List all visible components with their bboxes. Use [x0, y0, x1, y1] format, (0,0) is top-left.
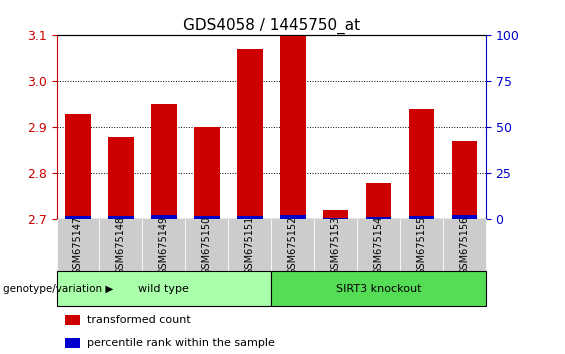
Bar [280, 35, 306, 219]
Bar [280, 215, 306, 219]
Bar [65, 114, 91, 219]
Bar [408, 216, 434, 219]
Bar [323, 210, 349, 219]
Bar [271, 219, 314, 271]
Text: GSM675147: GSM675147 [73, 216, 83, 275]
Bar [151, 215, 177, 219]
Text: transformed count: transformed count [86, 315, 190, 325]
Bar [56, 219, 99, 271]
Text: wild type: wild type [138, 284, 189, 293]
Bar [366, 217, 392, 219]
Bar [400, 219, 443, 271]
Bar [99, 219, 142, 271]
Text: percentile rank within the sample: percentile rank within the sample [86, 338, 275, 348]
Text: GSM675153: GSM675153 [331, 216, 341, 275]
Text: GSM675156: GSM675156 [459, 216, 470, 275]
Text: GSM675150: GSM675150 [202, 216, 212, 275]
Text: genotype/variation ▶: genotype/variation ▶ [3, 284, 113, 293]
Text: SIRT3 knockout: SIRT3 knockout [336, 284, 421, 293]
Text: GSM675148: GSM675148 [116, 216, 126, 275]
Bar [65, 315, 80, 325]
Bar [237, 216, 263, 219]
Bar [366, 183, 392, 219]
Text: GSM675154: GSM675154 [373, 216, 384, 275]
Bar [142, 219, 185, 271]
Bar [271, 271, 486, 306]
Bar [228, 219, 271, 271]
Text: GSM675149: GSM675149 [159, 216, 169, 275]
Bar [65, 338, 80, 348]
Bar [194, 216, 220, 219]
Bar [323, 218, 349, 219]
Title: GDS4058 / 1445750_at: GDS4058 / 1445750_at [182, 18, 360, 34]
Bar [314, 219, 357, 271]
Text: GSM675151: GSM675151 [245, 216, 255, 275]
Bar [65, 216, 91, 219]
Bar [108, 216, 134, 219]
Bar [443, 219, 486, 271]
Bar [56, 271, 271, 306]
Bar [357, 219, 400, 271]
Bar [194, 127, 220, 219]
Bar [237, 49, 263, 219]
Bar [451, 215, 477, 219]
Bar [185, 219, 228, 271]
Bar [151, 104, 177, 219]
Bar [108, 137, 134, 219]
Text: GSM675155: GSM675155 [416, 216, 427, 275]
Bar [408, 109, 434, 219]
Text: GSM675152: GSM675152 [288, 216, 298, 275]
Bar [451, 141, 477, 219]
